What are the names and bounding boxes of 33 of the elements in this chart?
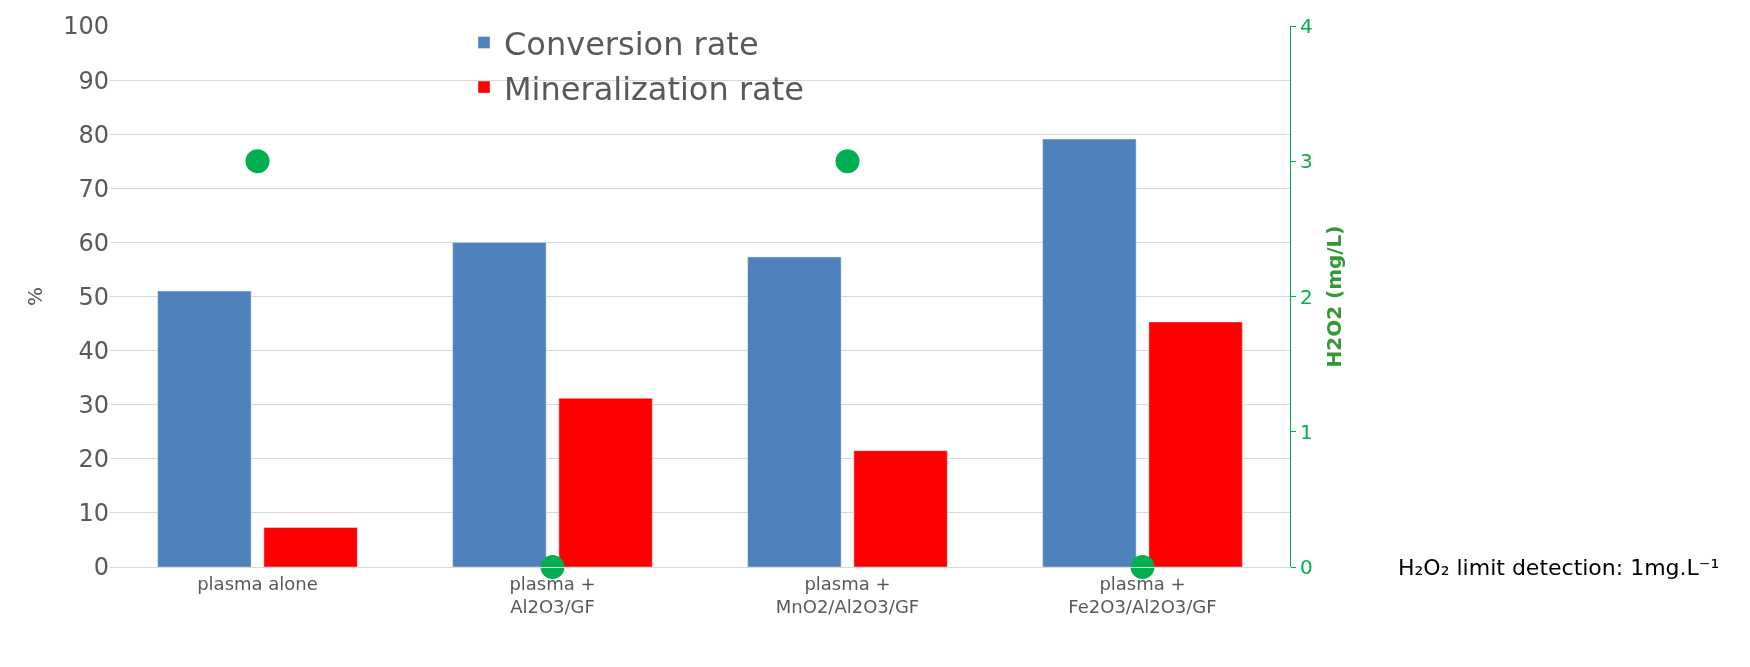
legend-label: Conversion rate: [504, 24, 759, 63]
y-tick-label: 80: [78, 120, 109, 149]
y-tick-label: 10: [78, 499, 109, 528]
y2-axis-title: H2O2 (mg/L): [1322, 225, 1347, 368]
y-tick-label: 40: [78, 337, 109, 365]
y2-tick-label: 1: [1300, 419, 1313, 444]
x-tick-label: plasma + Al2O3/GF: [509, 572, 596, 617]
y-tick-label: 50: [78, 282, 109, 311]
x-tick-label: plasma + Fe2O3/Al2O3/GF: [1068, 572, 1217, 617]
y2-tick-label: 2: [1300, 284, 1313, 309]
y-tick-label: 100: [63, 12, 109, 41]
x-tick-label: plasma alone: [197, 572, 318, 594]
bar: [1148, 321, 1243, 567]
y2-tick-label: 3: [1300, 149, 1313, 174]
bar: [452, 242, 547, 567]
y-tick-label: 90: [78, 66, 109, 95]
bar: [747, 256, 842, 567]
bar: [1042, 138, 1137, 567]
bar: [263, 527, 358, 567]
legend-label: Mineralization rate: [504, 69, 804, 108]
y2-tick-label: 0: [1300, 555, 1313, 579]
text: H₂O₂ limit detection: 1mg.L⁻¹: [1398, 555, 1720, 580]
y-tick-label: 20: [78, 445, 109, 474]
bar: [853, 450, 948, 567]
bar: [558, 397, 653, 567]
bar: [157, 290, 252, 567]
y2-tick-label: 4: [1300, 14, 1313, 38]
y-tick-label: 70: [78, 174, 109, 203]
y-tick-label: 0: [93, 553, 109, 582]
y-tick-label: 30: [78, 391, 109, 420]
y-tick-label: 60: [78, 228, 109, 257]
y-axis-title: %: [22, 286, 47, 307]
x-tick-label: plasma + MnO2/Al2O3/GF: [775, 572, 920, 617]
